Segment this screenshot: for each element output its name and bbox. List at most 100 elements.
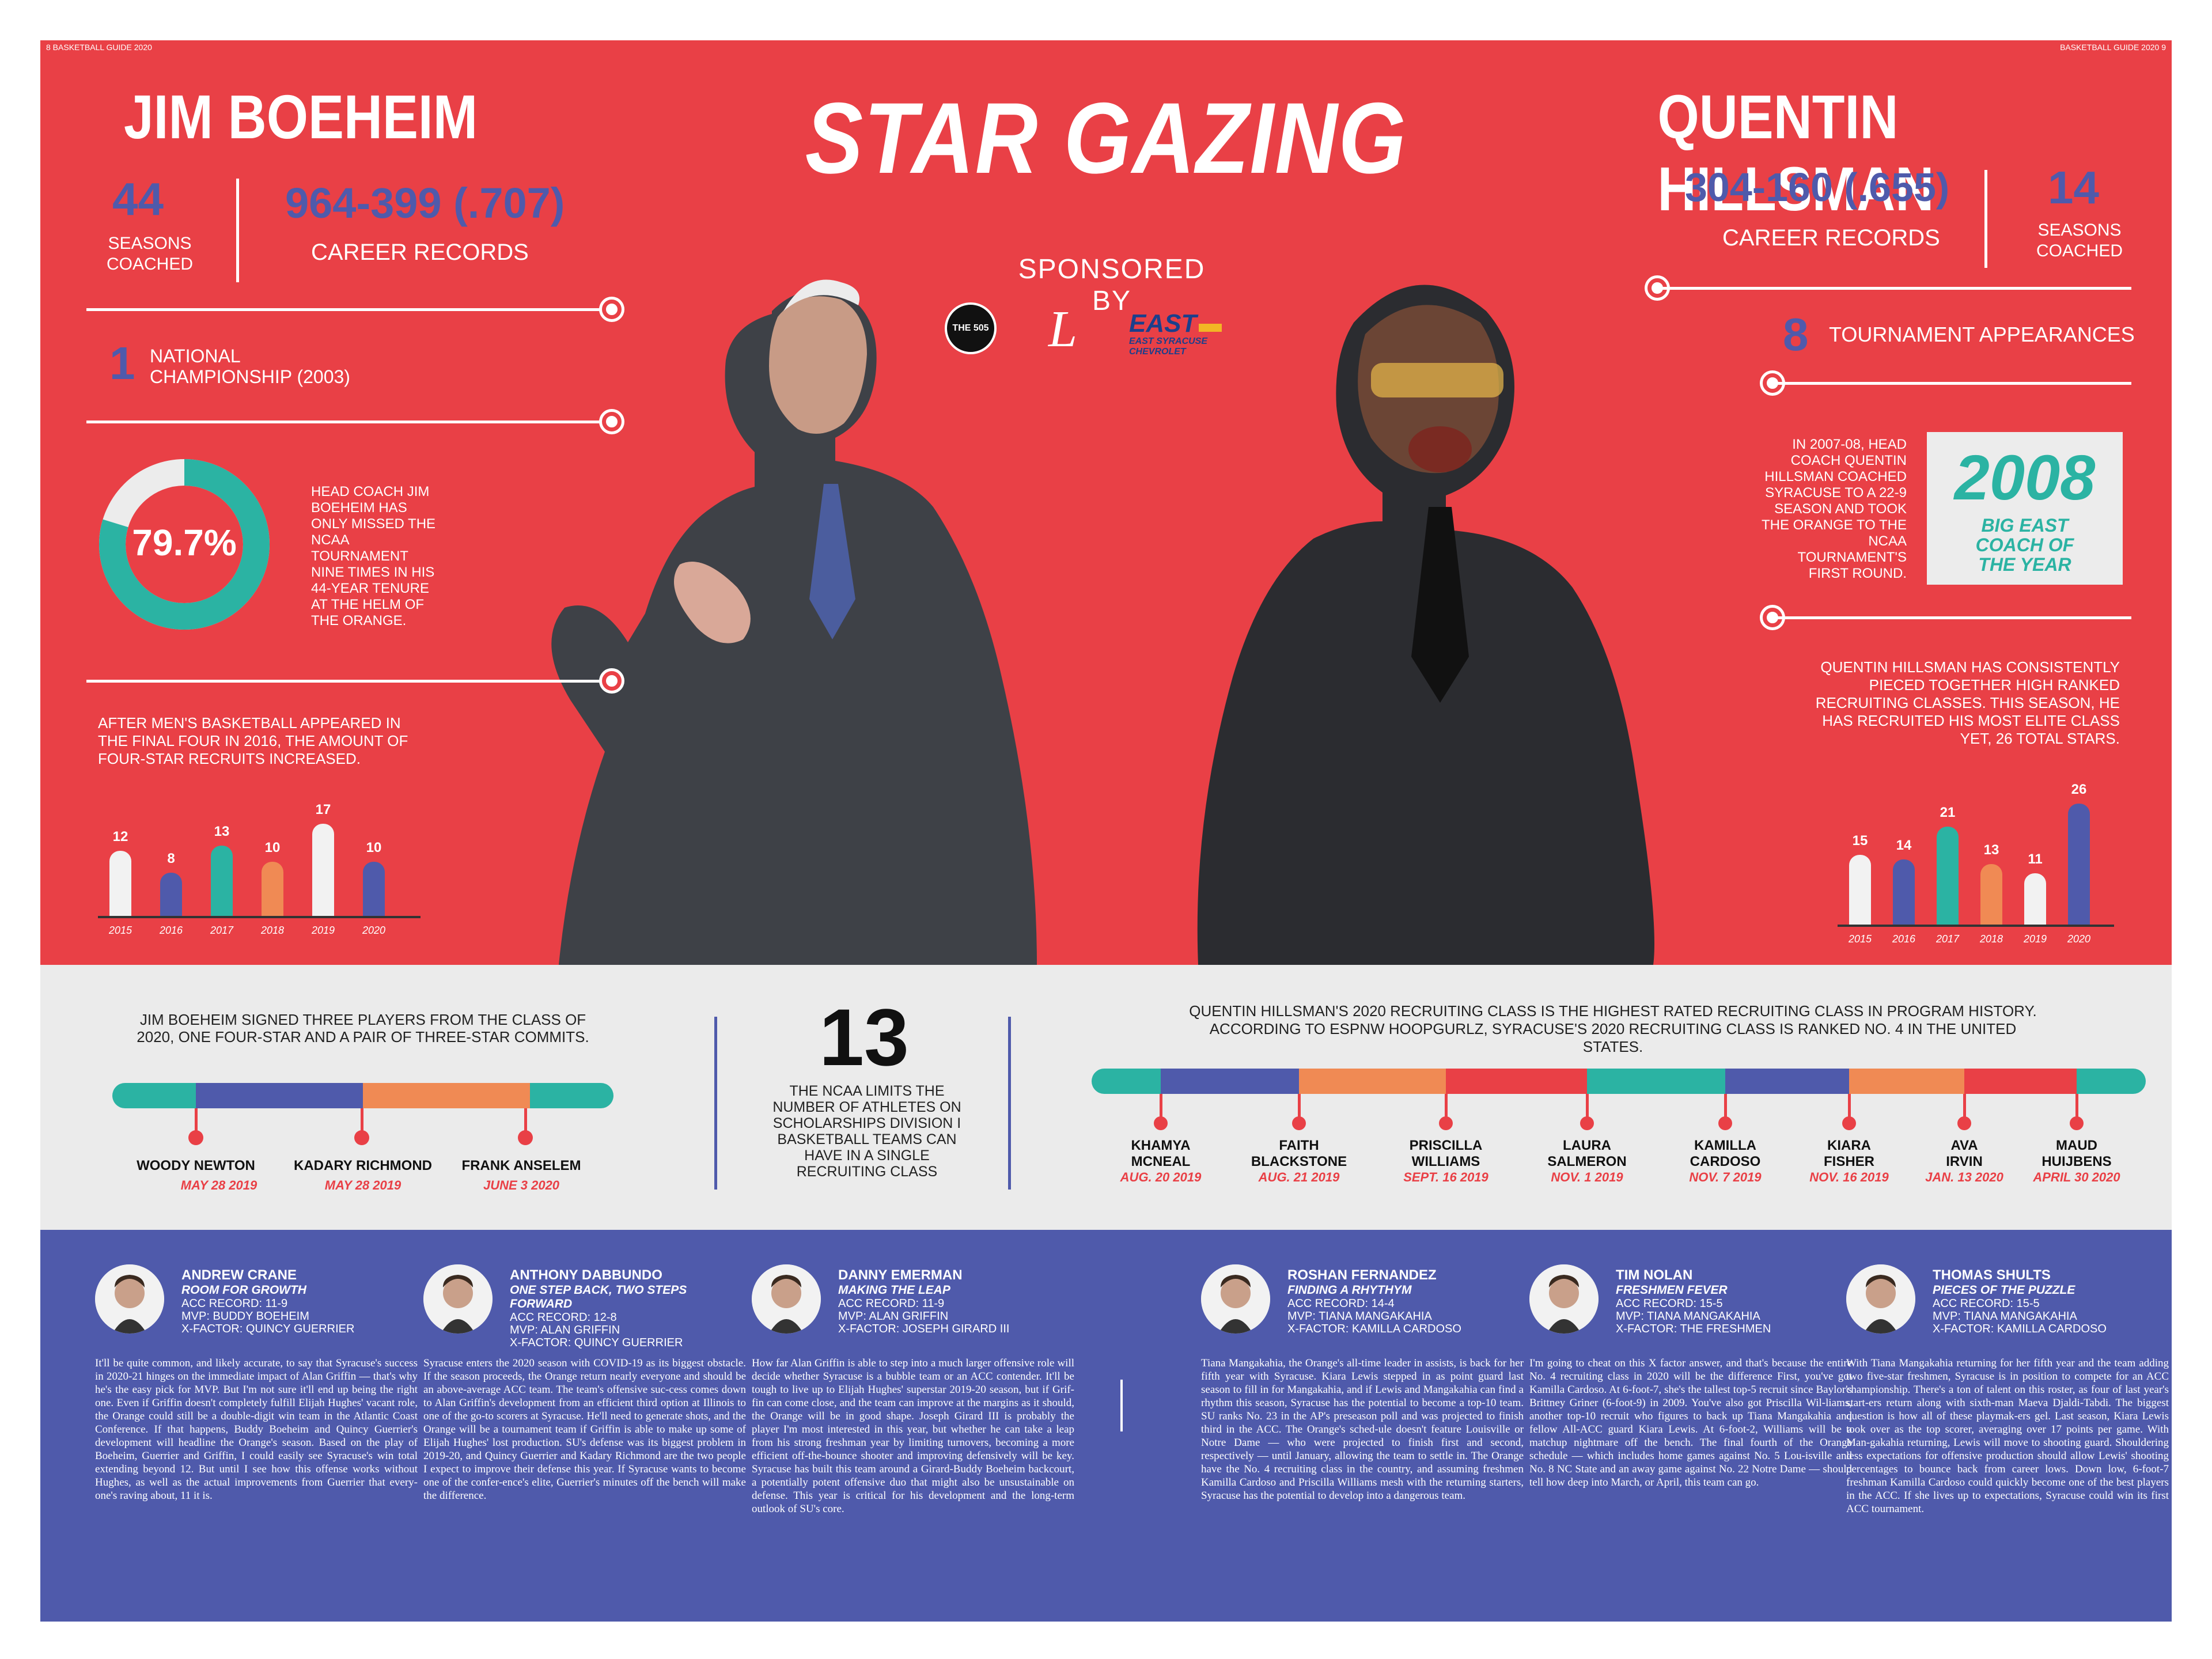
chart-value-label: 14 xyxy=(1896,837,1912,853)
chart-bar xyxy=(1937,827,1959,925)
right-tourney-label: TOURNAMENT APPEARANCES xyxy=(1829,323,2135,346)
chart-value-label: 13 xyxy=(1983,842,1999,858)
chart-year-label: 2016 xyxy=(1892,933,1916,945)
right-player-last-name: MCNEAL xyxy=(1131,1154,1191,1169)
left-donut-label: 79.7% xyxy=(132,522,237,563)
left-seasons-number: 44 xyxy=(112,173,164,225)
left-divider-2 xyxy=(86,421,605,423)
column-divider xyxy=(1120,1380,1123,1431)
chart-bar xyxy=(1849,854,1871,925)
right-timeline xyxy=(1092,1069,2146,1130)
chart-value-label: 10 xyxy=(366,839,382,855)
right-player-first-name: FAITH xyxy=(1279,1138,1319,1153)
left-player-2-date: MAY 28 2019 xyxy=(324,1178,402,1192)
chart-year-label: 2015 xyxy=(108,925,132,936)
right-player-first-name: MAUD xyxy=(2056,1138,2097,1153)
mid-right-text: QUENTIN HILLSMAN'S 2020 RECRUITING CLASS… xyxy=(1189,1002,2037,1055)
right-coy-box: 2008 BIG EAST COACH OF THE YEAR xyxy=(1927,432,2123,585)
left-seasons-label: SEASONS COACHED xyxy=(106,234,193,274)
right-player-date: JAN. 13 2020 xyxy=(1925,1170,2003,1184)
chart-value-label: 15 xyxy=(1852,832,1868,849)
right-player-first-name: AVA xyxy=(1950,1138,1978,1153)
right-player: MAUD HUIJBENS APRIL 30 2020 xyxy=(2013,1138,2140,1185)
chart-value-label: 21 xyxy=(1940,805,1956,821)
right-player-last-name: IRVIN xyxy=(1946,1154,1983,1169)
right-player-date: NOV. 1 2019 xyxy=(1551,1170,1623,1184)
chart-bar xyxy=(1893,859,1915,925)
right-player-list: KHAMYA MCNEAL AUG. 20 2019 FAITH BLACKSTONE A… xyxy=(1092,1138,2146,1207)
chart-value-label: 8 xyxy=(167,850,175,866)
right-player-date: SEPT. 16 2019 xyxy=(1403,1170,1488,1184)
left-player-2-name: KADARY RICHMOND xyxy=(294,1158,432,1173)
right-recruit-chart: 15 2015 14 2016 21 2017 13 2018 11 2019 26 2020 xyxy=(1838,775,2114,953)
chart-bar xyxy=(2068,804,2090,925)
sponsor-logo-l: L xyxy=(1048,301,1078,358)
left-chart-text: AFTER MEN'S BASKETBALL APPEARED IN THE F… xyxy=(98,714,408,767)
left-record-number: 964-399 (.707) xyxy=(285,179,565,227)
right-player-last-name: SALMERON xyxy=(1547,1154,1627,1169)
left-donut-chart xyxy=(99,459,270,630)
right-stat-divider xyxy=(1984,170,1987,268)
right-record-label: CAREER RECORDS xyxy=(1722,225,1940,251)
mid-divider-left xyxy=(714,1017,717,1190)
right-seasons-label: SEASONS COACHED xyxy=(2036,221,2123,260)
chart-bar xyxy=(312,824,334,916)
right-player-last-name: WILLIAMS xyxy=(1411,1154,1480,1169)
boeheim-photo xyxy=(551,279,1037,965)
right-player-date: AUG. 20 2019 xyxy=(1120,1170,1202,1184)
right-player-date: NOV. 16 2019 xyxy=(1809,1170,1889,1184)
blue-panel xyxy=(40,1230,2172,1622)
right-player-date: NOV. 7 2019 xyxy=(1689,1170,1762,1184)
right-record-number: 304-160 (.655) xyxy=(1685,165,1950,210)
right-player-last-name: BLACKSTONE xyxy=(1251,1154,1347,1169)
chart-axis xyxy=(1838,925,2114,927)
right-divider-2 xyxy=(1774,382,2131,385)
right-player-first-name: KHAMYA xyxy=(1131,1138,1191,1153)
left-divider-dot-3 xyxy=(602,671,622,691)
right-player-last-name: FISHER xyxy=(1823,1154,1874,1169)
chart-value-label: 13 xyxy=(214,823,230,839)
chart-year-label: 2016 xyxy=(159,925,183,936)
right-player: PRISCILLA WILLIAMS SEPT. 16 2019 xyxy=(1382,1138,1509,1185)
chart-bar xyxy=(1980,864,2002,925)
sponsor-logo-505: THE 505 xyxy=(945,302,997,354)
red-panel xyxy=(40,40,2172,965)
left-divider-dot-1 xyxy=(602,300,622,319)
right-player-last-name: HUIJBENS xyxy=(2041,1154,2112,1169)
right-player-first-name: KAMILLA xyxy=(1694,1138,1756,1153)
page-title: STAR GAZING xyxy=(805,82,1407,195)
mid-center-number: 13 xyxy=(819,992,909,1082)
left-championship-label: NATIONAL CHAMPIONSHIP (2003) xyxy=(150,346,350,387)
chart-value-label: 10 xyxy=(264,839,281,855)
donut-arc xyxy=(99,459,270,630)
folio-left: 8 BASKETBALL GUIDE 2020 xyxy=(46,43,152,52)
left-recruit-chart: 12 2015 8 2016 13 2017 10 2018 17 2019 10 2020 xyxy=(98,801,421,945)
left-player-3-date: JUNE 3 2020 xyxy=(483,1178,560,1192)
chart-value-label: 12 xyxy=(112,829,128,845)
right-player-last-name: CARDOSO xyxy=(1690,1154,1761,1169)
right-chart-text: QUENTIN HILLSMAN HAS CONSISTENTLY PIECED… xyxy=(1815,658,2120,747)
chart-year-label: 2020 xyxy=(2067,933,2091,945)
chart-year-label: 2017 xyxy=(1936,933,1960,945)
left-coach-name: JIM BOEHEIM xyxy=(123,82,478,151)
left-stat-divider xyxy=(236,179,239,282)
right-seasons-number: 14 xyxy=(2048,162,2099,213)
folio-right: BASKETBALL GUIDE 2020 9 xyxy=(2060,43,2166,52)
sponsor-label: SPONSORED BY xyxy=(1018,254,1206,316)
right-coy-text: IN 2007-08, HEAD COACH QUENTIN HILLSMAN … xyxy=(1761,437,1907,581)
left-donut-text: HEAD COACH JIM BOEHEIM HAS ONLY MISSED T… xyxy=(311,484,436,628)
chart-value-label: 17 xyxy=(315,802,331,817)
chart-year-label: 2019 xyxy=(2023,933,2047,945)
chart-axis xyxy=(98,916,421,918)
chart-year-label: 2017 xyxy=(210,925,234,936)
chart-year-label: 2020 xyxy=(362,925,386,936)
right-player: KAMILLA CARDOSO NOV. 7 2019 xyxy=(1662,1138,1789,1185)
chart-value-label: 26 xyxy=(2071,782,2087,797)
chart-year-label: 2019 xyxy=(311,925,335,936)
right-coach-name: QUENTIN HILLSMAN xyxy=(1657,82,1934,224)
chart-bar xyxy=(262,861,283,916)
chart-bar xyxy=(160,872,182,916)
left-timeline xyxy=(112,1083,613,1145)
chart-bar xyxy=(211,845,233,916)
chart-value-label: 11 xyxy=(2028,851,2043,868)
